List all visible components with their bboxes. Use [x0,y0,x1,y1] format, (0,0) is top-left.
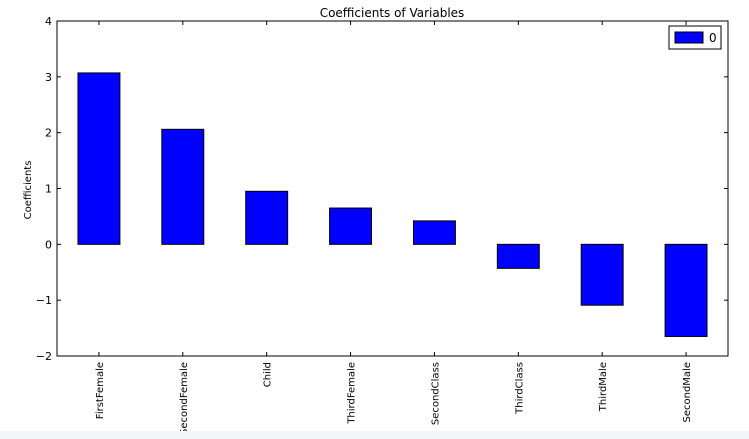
y-tick-label: 0 [45,238,52,251]
y-tick-label: 3 [45,71,52,84]
y-tick-label: 4 [45,15,52,28]
bar-Child [245,190,289,245]
legend: 0 [668,25,722,50]
bar-FirstFemale [77,72,121,245]
bar-SecondMale [664,243,708,337]
footer-strip [0,431,749,439]
legend-label: 0 [709,31,717,45]
chart-title: Coefficients of Variables [320,6,465,20]
y-tick-label: 2 [45,127,52,140]
x-tick-label: Child [263,362,274,387]
bar-ThirdClass [496,243,540,269]
x-tick-label: SecondClass [430,362,441,425]
x-tick-label: SecondMale [682,362,693,423]
x-tick-label: FirstFemale [95,362,106,419]
y-axis-label: Coefficients [23,161,34,220]
x-tick-label: ThirdMale [598,362,609,412]
x-tick-label: ThirdClass [514,362,525,415]
x-tick-label: ThirdFemale [347,362,358,425]
plot-frame [56,20,729,357]
bar-SecondClass [412,220,456,245]
legend-swatch [674,31,704,44]
x-axis: FirstFemale SecondFemale Child ThirdFemale S… [95,21,693,435]
y-tick-label: 1 [45,183,52,196]
y-tick-label: −1 [36,294,52,307]
bar-ThirdMale [580,243,624,306]
y-axis: −2 −1 0 1 2 3 4 [36,15,728,363]
bars-layer [77,72,708,337]
y-tick-label: −2 [36,350,52,363]
bar-SecondFemale [161,128,205,245]
bar-ThirdFemale [329,207,373,245]
x-tick-label: SecondFemale [179,362,190,435]
